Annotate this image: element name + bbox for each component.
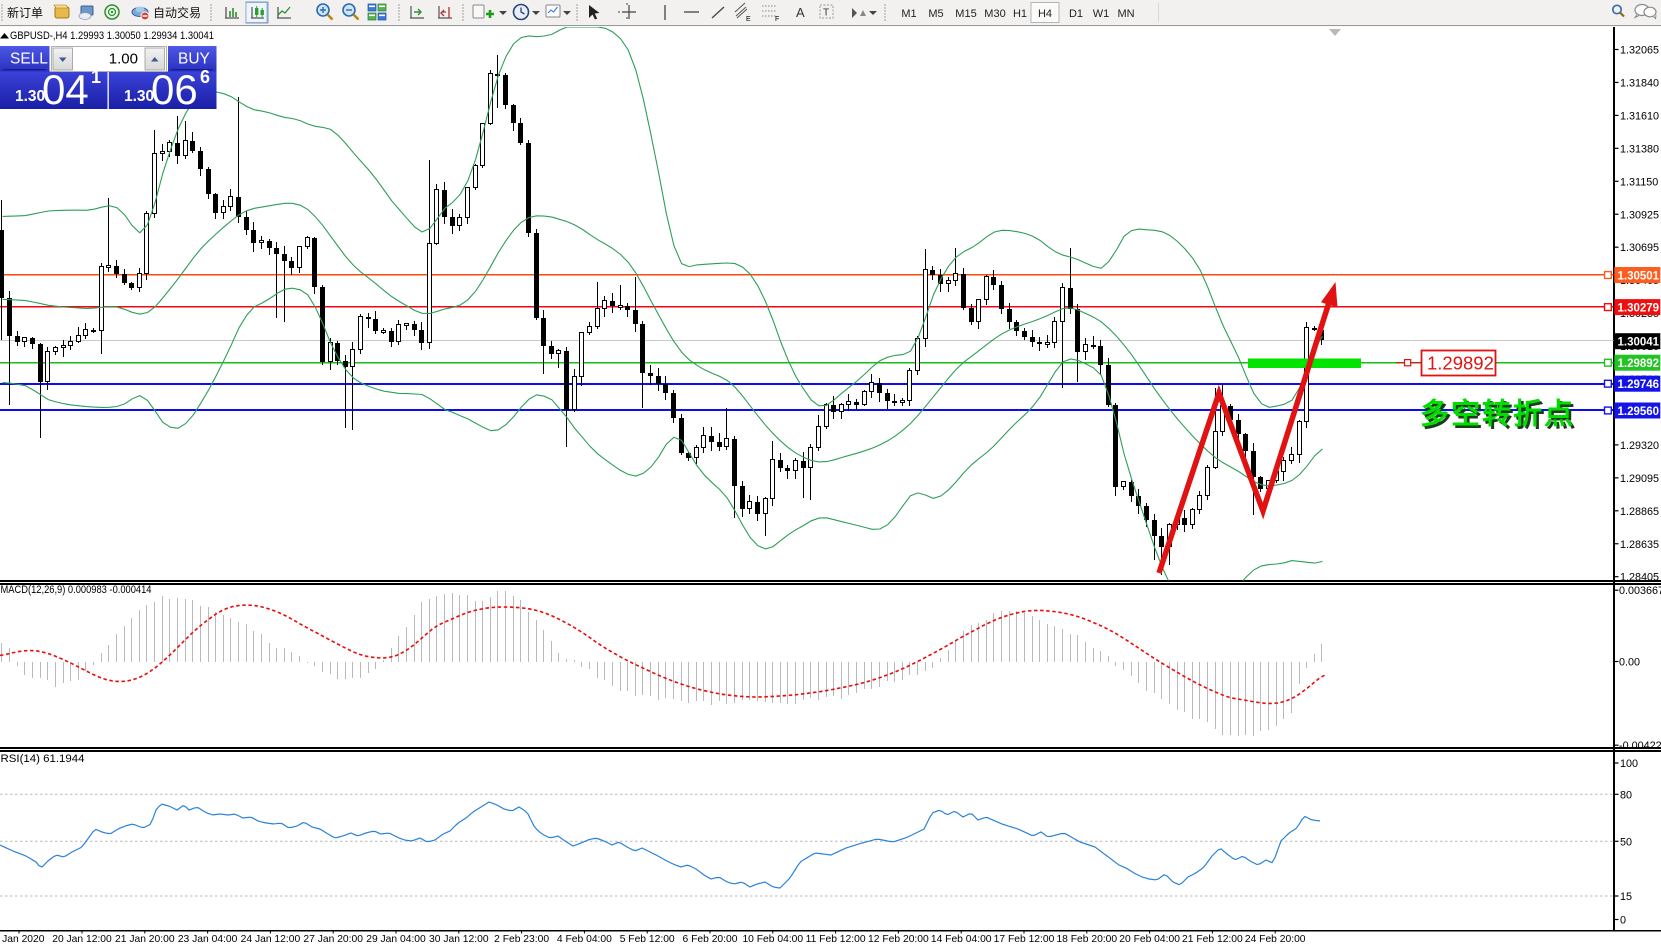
svg-text:M15: M15: [955, 8, 976, 20]
svg-text:1.30501: 1.30501: [1618, 270, 1660, 282]
svg-text:F: F: [775, 16, 779, 23]
svg-text:1.30: 1.30: [15, 88, 45, 105]
svg-text:11 Feb 12:00: 11 Feb 12:00: [806, 934, 866, 945]
svg-text:H1: H1: [1013, 8, 1027, 20]
svg-text:10 Feb 04:00: 10 Feb 04:00: [742, 934, 803, 945]
svg-text:M5: M5: [928, 8, 943, 20]
svg-text:MACD(12,26,9) 0.000983 -0.0004: MACD(12,26,9) 0.000983 -0.000414: [1, 584, 152, 596]
svg-text:29 Jan 04:00: 29 Jan 04:00: [366, 934, 426, 945]
svg-text:自动交易: 自动交易: [153, 5, 201, 20]
svg-text:W1: W1: [1093, 8, 1110, 20]
svg-text:100: 100: [1620, 758, 1638, 770]
svg-text:1.31380: 1.31380: [1620, 143, 1659, 155]
svg-text:17 Feb 12:00: 17 Feb 12:00: [994, 934, 1055, 945]
svg-text:04: 04: [42, 66, 89, 113]
svg-text:1.29892: 1.29892: [1618, 358, 1660, 370]
svg-text:1.00: 1.00: [109, 51, 138, 68]
svg-text:23 Jan 04:00: 23 Jan 04:00: [178, 934, 238, 945]
svg-text:80: 80: [1620, 789, 1632, 801]
svg-text:1: 1: [91, 67, 101, 87]
svg-text:1.30925: 1.30925: [1620, 209, 1659, 221]
svg-text:0.003667: 0.003667: [1619, 585, 1661, 597]
svg-text:30 Jan 12:00: 30 Jan 12:00: [429, 934, 489, 945]
svg-text:1.29892: 1.29892: [1427, 353, 1494, 374]
svg-text:A: A: [796, 5, 805, 20]
svg-text:1.30279: 1.30279: [1618, 303, 1660, 315]
svg-text:1.30: 1.30: [124, 88, 154, 105]
svg-text:1.29560: 1.29560: [1618, 406, 1660, 418]
svg-text:1.28405: 1.28405: [1620, 572, 1659, 584]
svg-text:12 Feb 20:00: 12 Feb 20:00: [868, 934, 929, 945]
svg-text:BUY: BUY: [178, 51, 210, 68]
svg-text:21 Jan 20:00: 21 Jan 20:00: [115, 934, 175, 945]
svg-text:M1: M1: [901, 8, 916, 20]
svg-text:H4: H4: [1038, 8, 1052, 20]
svg-text:1.28865: 1.28865: [1620, 506, 1659, 518]
svg-text:1.30695: 1.30695: [1620, 242, 1659, 254]
svg-text:5 Feb 12:00: 5 Feb 12:00: [620, 934, 675, 945]
svg-text:1.31610: 1.31610: [1620, 110, 1659, 122]
svg-text:06: 06: [151, 66, 198, 113]
svg-text:4 Feb 04:00: 4 Feb 04:00: [557, 934, 612, 945]
svg-text:M30: M30: [984, 8, 1005, 20]
svg-text:SELL: SELL: [10, 51, 48, 68]
svg-text:T: T: [823, 8, 829, 19]
svg-text:24 Feb 20:00: 24 Feb 20:00: [1245, 934, 1306, 945]
svg-text:6 Feb 20:00: 6 Feb 20:00: [683, 934, 738, 945]
svg-text:50: 50: [1620, 836, 1632, 848]
svg-text:14 Feb 04:00: 14 Feb 04:00: [931, 934, 992, 945]
svg-text:1.29746: 1.29746: [1618, 379, 1660, 391]
svg-text:多空转折点: 多空转折点: [1423, 399, 1578, 433]
svg-text:GBPUSD-,H4 1.29993 1.30050 1.: GBPUSD-,H4 1.29993 1.30050 1.29934 1.300…: [10, 30, 214, 42]
svg-text:21 Feb 12:00: 21 Feb 12:00: [1182, 934, 1243, 945]
svg-text:1.31150: 1.31150: [1620, 176, 1658, 188]
svg-text:15: 15: [1620, 891, 1632, 903]
svg-text:0.00: 0.00: [1619, 657, 1640, 669]
svg-text:1.28635: 1.28635: [1620, 539, 1659, 551]
svg-text:-0.00422: -0.00422: [1619, 740, 1661, 752]
svg-text:MN: MN: [1117, 8, 1134, 20]
svg-text:E: E: [746, 16, 751, 23]
svg-text:1.30041: 1.30041: [1618, 337, 1660, 349]
svg-text:6: 6: [200, 67, 210, 87]
svg-text:20 Feb 04:00: 20 Feb 04:00: [1119, 934, 1180, 945]
svg-text:RSI(14) 61.1944: RSI(14) 61.1944: [1, 753, 85, 765]
svg-text:20 Jan 12:00: 20 Jan 12:00: [52, 934, 112, 945]
svg-text:1.32065: 1.32065: [1620, 45, 1659, 57]
svg-text:18 Feb 20:00: 18 Feb 20:00: [1056, 934, 1117, 945]
svg-text:27 Jan 20:00: 27 Jan 20:00: [303, 934, 363, 945]
svg-text:7 Jan 2020: 7 Jan 2020: [0, 934, 45, 945]
svg-text:1.31840: 1.31840: [1620, 77, 1659, 89]
svg-text:0: 0: [1620, 915, 1626, 927]
svg-text:24 Jan 12:00: 24 Jan 12:00: [241, 934, 301, 945]
svg-text:2 Feb 23:00: 2 Feb 23:00: [494, 934, 549, 945]
svg-text:1.29095: 1.29095: [1620, 473, 1659, 485]
svg-text:1.29320: 1.29320: [1620, 440, 1659, 452]
svg-text:新订单: 新订单: [7, 5, 43, 20]
svg-text:多空转折点: 多空转折点: [1420, 397, 1575, 431]
svg-text:D1: D1: [1069, 8, 1083, 20]
